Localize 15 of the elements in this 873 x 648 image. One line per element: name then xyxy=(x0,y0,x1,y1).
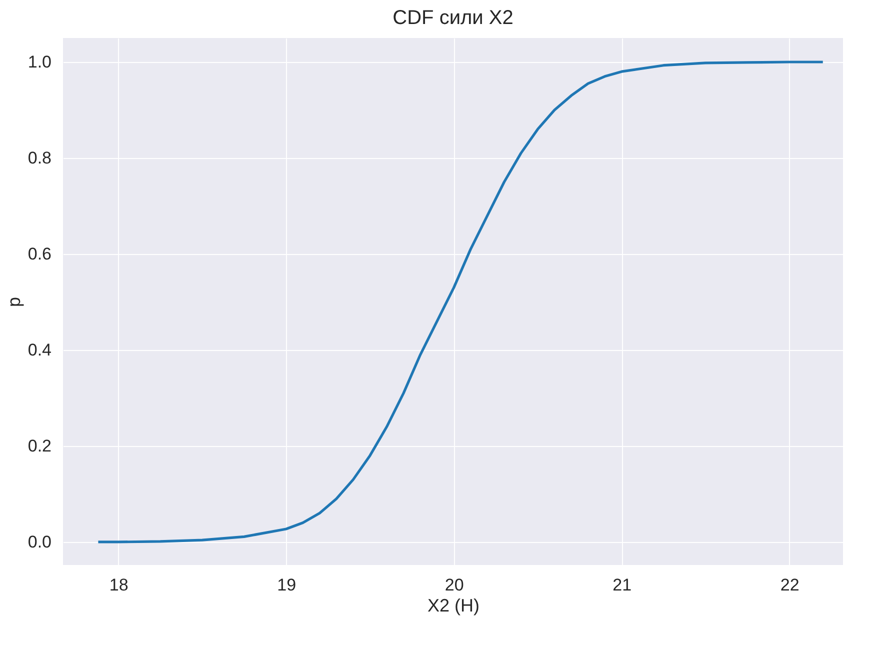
y-tick-label: 0.0 xyxy=(28,532,52,552)
x-tick-label: 21 xyxy=(612,576,632,594)
x-tick-label: 18 xyxy=(109,576,128,594)
chart-title: CDF сили X2 xyxy=(392,7,514,29)
x-tick-label: 22 xyxy=(780,576,800,594)
x-tick-label: 19 xyxy=(277,576,296,594)
x-tick-label: 20 xyxy=(444,576,464,594)
x-axis-title: X2 (Н) xyxy=(427,596,480,616)
y-tick-label: 0.2 xyxy=(28,436,52,456)
y-tick-label: 0.4 xyxy=(28,340,52,360)
y-tick-label: 0.6 xyxy=(28,244,52,264)
y-axis-title: p xyxy=(4,296,24,308)
y-tick-label: 0.8 xyxy=(28,148,52,168)
line-series xyxy=(96,60,824,544)
y-tick-label: 1.0 xyxy=(28,52,52,72)
